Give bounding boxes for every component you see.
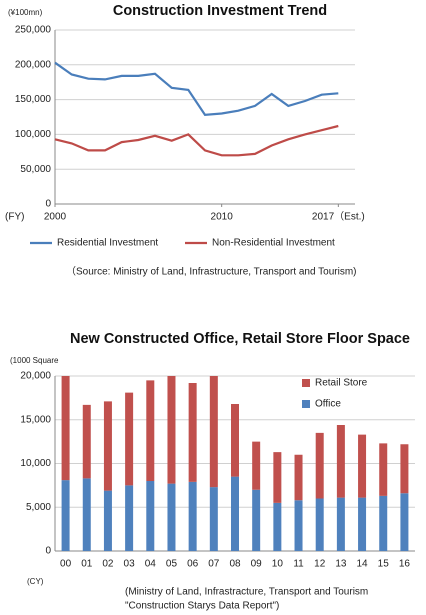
- x-tick-label: 08: [229, 559, 241, 570]
- bar-segment: [400, 444, 409, 494]
- x-tick-label: 2010: [211, 212, 234, 223]
- source-note: (Ministry of Land, Infrastracture, Trans…: [125, 587, 368, 598]
- bar-segment: [61, 376, 70, 481]
- bar-segment: [294, 500, 303, 551]
- y-tick-label: 20,000: [20, 371, 51, 382]
- x-tick-label: 03: [124, 559, 136, 570]
- y-tick-label: 250,000: [15, 25, 52, 36]
- bar-segment: [315, 498, 324, 551]
- x-axis-label: (CY): [27, 577, 44, 586]
- x-tick-label: 02: [102, 559, 114, 570]
- bar-segment: [146, 380, 155, 481]
- legend-swatch: [302, 379, 310, 387]
- x-tick-label: 09: [251, 559, 263, 570]
- y-tick-label: 50,000: [20, 164, 51, 175]
- legend-label: Residential Investment: [57, 238, 158, 249]
- bar-segment: [379, 443, 388, 496]
- x-tick-label: 11: [293, 559, 304, 570]
- unit-label: (1000 Square: [10, 356, 59, 365]
- x-tick-label: 15: [378, 559, 390, 570]
- bar-segment: [294, 454, 303, 501]
- bar-segment: [379, 495, 388, 551]
- y-tick-label: 200,000: [15, 59, 52, 70]
- chart-title: Construction Investment Trend: [113, 3, 327, 19]
- bar-segment: [336, 497, 345, 551]
- bar-segment: [209, 487, 218, 551]
- y-tick-label: 150,000: [15, 94, 52, 105]
- source-note: "Construction Starys Data Report"): [125, 601, 279, 612]
- x-tick-label: 12: [314, 559, 326, 570]
- x-axis-label: (FY): [5, 212, 24, 223]
- bar-segment: [252, 489, 261, 551]
- x-tick-label: 16: [399, 559, 411, 570]
- bar-segment: [188, 481, 197, 551]
- unit-label: (¥100mn): [8, 8, 43, 17]
- x-tick-label: 00: [60, 559, 72, 570]
- y-tick-label: 0: [45, 199, 51, 210]
- bar-segment: [209, 376, 218, 488]
- legend-label: Retail Store: [315, 378, 368, 389]
- bars: [61, 376, 409, 551]
- source-note: （Source: Ministry of Land, Infrastructur…: [66, 266, 357, 278]
- bar-segment: [167, 376, 176, 484]
- bar-segment: [273, 452, 282, 503]
- legend-swatch: [302, 400, 310, 408]
- bar-segment: [188, 383, 197, 482]
- bar-segment: [82, 404, 91, 479]
- bar-segment: [358, 497, 367, 551]
- bar-segment: [103, 490, 112, 551]
- x-tick-label: 10: [272, 559, 284, 570]
- legend-label: Non-Residential Investment: [212, 238, 335, 249]
- y-tick-label: 10,000: [20, 458, 51, 469]
- x-tick-label: 06: [187, 559, 199, 570]
- data-line: [54, 61, 339, 117]
- bar-segment: [358, 434, 367, 498]
- y-tick-label: 100,000: [15, 129, 52, 140]
- bar-segment: [103, 401, 112, 491]
- bar-segment: [231, 404, 239, 477]
- bar-segment: [82, 478, 91, 551]
- x-tick-label: 14: [356, 559, 368, 570]
- bar-segment: [125, 392, 134, 486]
- bar-segment: [336, 425, 345, 498]
- x-tick-label: 05: [166, 559, 178, 570]
- bar-segment: [315, 432, 324, 499]
- legend-label: Office: [315, 399, 341, 410]
- x-tick-label: 2000: [44, 212, 67, 223]
- bar-segment: [231, 476, 239, 551]
- bar-segment: [146, 481, 155, 551]
- bar-segment: [273, 502, 282, 551]
- bar-segment: [125, 485, 134, 551]
- y-tick-label: 15,000: [20, 414, 51, 425]
- bar-segment: [61, 480, 70, 551]
- bar-segment: [252, 441, 261, 490]
- bar-segment: [400, 493, 409, 551]
- x-tick-label: 07: [208, 559, 220, 570]
- y-tick-label: 0: [45, 546, 51, 557]
- x-tick-label: 04: [145, 559, 157, 570]
- x-tick-label: 01: [81, 559, 93, 570]
- x-tick-label: 2017（Est.): [312, 211, 365, 223]
- chart-title: New Constructed Office, Retail Store Flo…: [70, 331, 410, 347]
- x-tick-label: 13: [335, 559, 347, 570]
- bar-segment: [167, 483, 176, 551]
- y-tick-label: 5,000: [26, 502, 51, 513]
- data-line: [54, 124, 339, 157]
